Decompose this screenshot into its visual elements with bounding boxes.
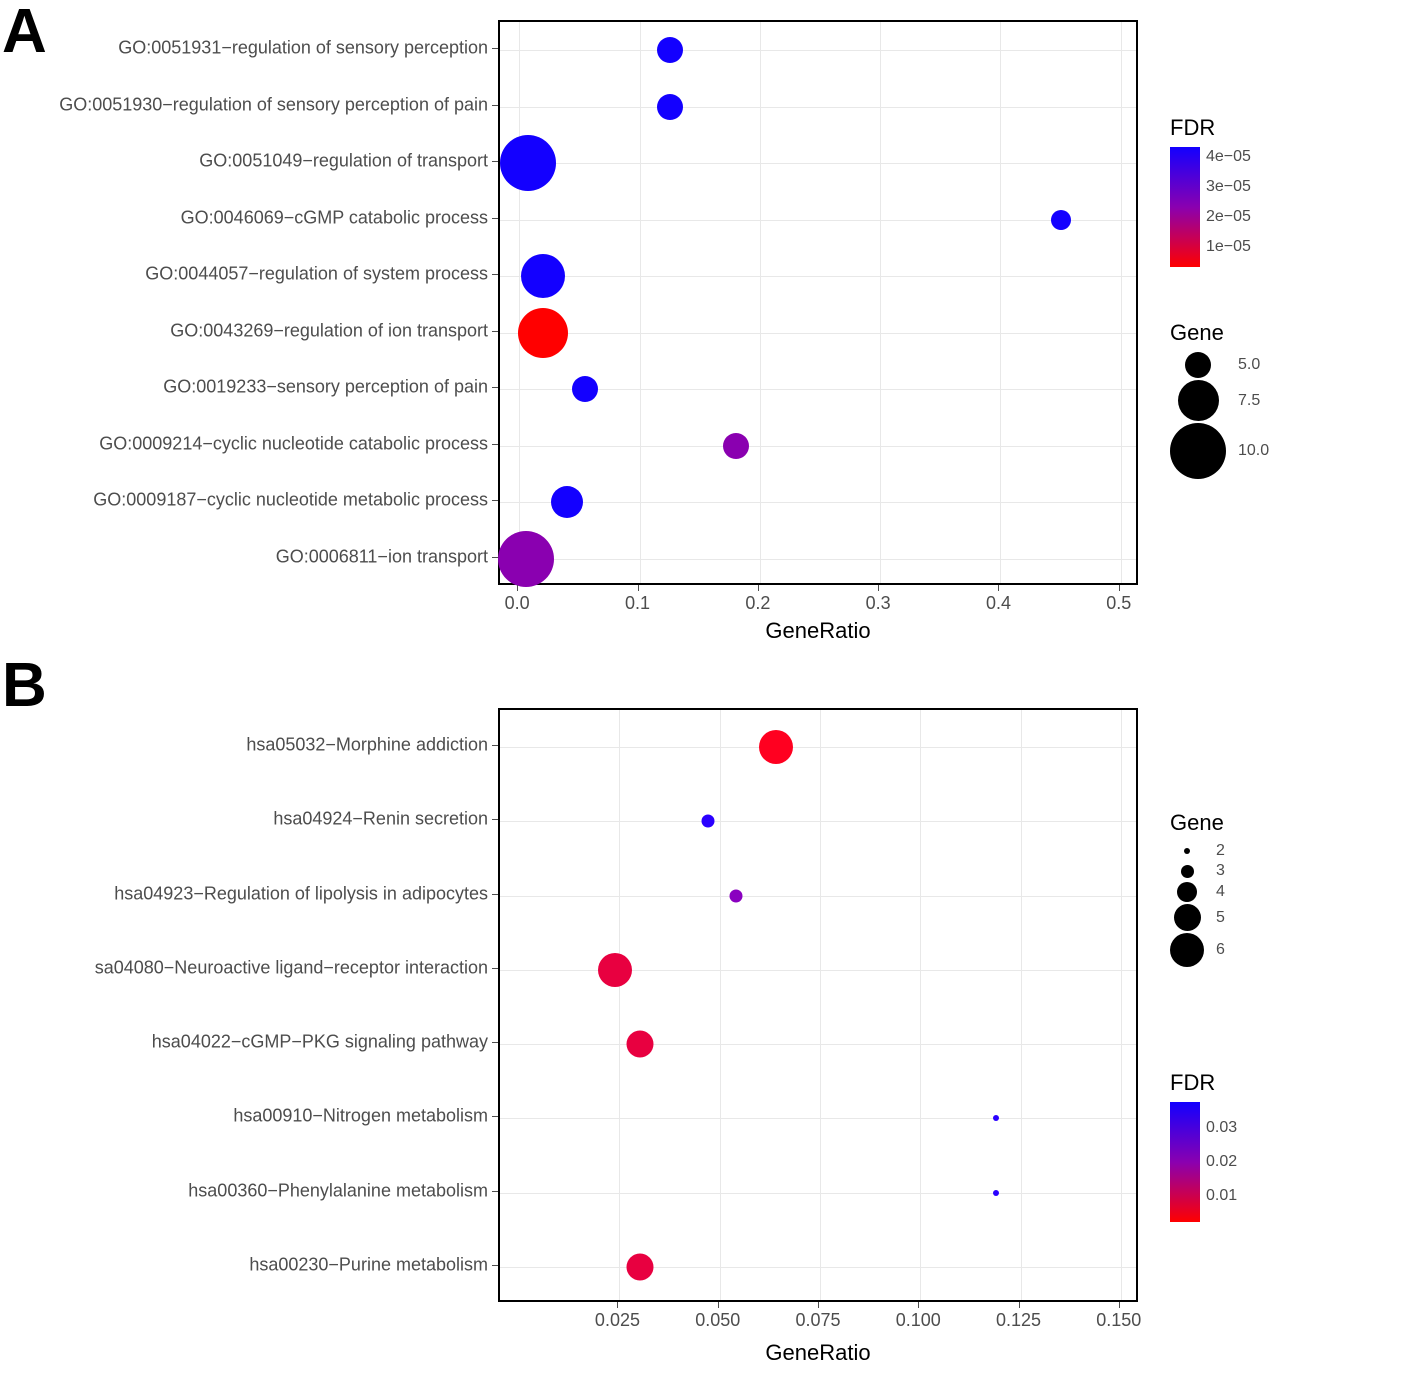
panel-a-fdr-legend: FDR 4e−053e−052e−051e−05: [1170, 115, 1300, 267]
data-point: [521, 254, 565, 298]
ytick-label: GO:0043269−regulation of ion transport: [8, 320, 488, 341]
size-legend-row: 10.0: [1170, 423, 1330, 479]
size-legend-label: 5: [1216, 909, 1225, 927]
data-point: [626, 1253, 653, 1280]
xtick-label: 0.050: [695, 1310, 740, 1331]
ytick-label: GO:0051049−regulation of transport: [8, 151, 488, 172]
xtick-label: 0.075: [795, 1310, 840, 1331]
size-legend-label: 6: [1216, 941, 1225, 959]
size-legend-dot: [1178, 380, 1219, 421]
ytick-label: GO:0051931−regulation of sensory percept…: [8, 38, 488, 59]
fdr-legend-title: FDR: [1170, 115, 1300, 141]
size-legend-dot: [1185, 352, 1211, 378]
colorbar-tick: 4e−05: [1206, 148, 1251, 166]
colorbar-tick: 0.03: [1206, 1119, 1237, 1137]
data-point: [498, 531, 554, 587]
panel-b-fdr-legend: FDR 0.030.020.01: [1170, 1070, 1300, 1222]
size-legend-label: 5.0: [1238, 356, 1260, 374]
gene-legend-title-b: Gene: [1170, 810, 1330, 836]
data-point: [572, 376, 598, 402]
colorbar-tick: 0.02: [1206, 1153, 1237, 1171]
data-point: [626, 1031, 653, 1058]
data-point: [518, 308, 568, 358]
data-point: [500, 135, 556, 191]
xtick-label: 0.5: [1106, 593, 1131, 614]
panel-b-label: B: [2, 650, 47, 721]
ytick-label: hsa00230−Purine metabolism: [8, 1254, 488, 1275]
data-point: [729, 889, 742, 902]
ytick-label: GO:0009214−cyclic nucleotide catabolic p…: [8, 433, 488, 454]
panel-a-xlabel: GeneRatio: [765, 618, 870, 644]
ytick-label: hsa00910−Nitrogen metabolism: [8, 1106, 488, 1127]
data-point: [993, 1115, 999, 1121]
figure: A GeneRatio FDR 4e−053e−052e−051e−05 Gen…: [0, 0, 1417, 1378]
ytick-label: GO:0009187−cyclic nucleotide metabolic p…: [8, 490, 488, 511]
size-legend-row: 5: [1170, 904, 1330, 931]
size-legend-row: 4: [1170, 882, 1330, 902]
ytick-label: hsa04924−Renin secretion: [8, 809, 488, 830]
ytick-label: GO:0046069−cGMP catabolic process: [8, 207, 488, 228]
gene-legend-title: Gene: [1170, 320, 1330, 346]
panel-b: B GeneRatio Gene 23456 FDR 0.030.020.01 …: [0, 660, 1417, 1378]
data-point: [723, 433, 749, 459]
size-legend-row: 6: [1170, 933, 1330, 967]
xtick-label: 0.0: [505, 593, 530, 614]
ytick-label: GO:0019233−sensory perception of pain: [8, 377, 488, 398]
xtick-label: 0.150: [1096, 1310, 1141, 1331]
xtick-label: 0.1: [625, 593, 650, 614]
ytick-label: hsa04022−cGMP−PKG signaling pathway: [8, 1032, 488, 1053]
size-legend-dot: [1174, 904, 1201, 931]
data-point: [657, 37, 683, 63]
fdr-legend-title-b: FDR: [1170, 1070, 1300, 1096]
data-point: [759, 730, 793, 764]
size-legend-dot: [1181, 865, 1194, 878]
size-legend-dot: [1170, 423, 1226, 479]
panel-a: A GeneRatio FDR 4e−053e−052e−051e−05 Gen…: [0, 0, 1417, 660]
colorbar-tick: 2e−05: [1206, 208, 1251, 226]
ytick-label: hsa05032−Morphine addiction: [8, 735, 488, 756]
panel-b-xlabel: GeneRatio: [765, 1340, 870, 1366]
size-legend-row: 2: [1170, 842, 1330, 860]
xtick-label: 0.2: [745, 593, 770, 614]
panel-a-gene-legend: Gene 5.0 7.5 10.0: [1170, 320, 1330, 481]
ytick-label: GO:0006811−ion transport: [8, 546, 488, 567]
size-legend-row: 7.5: [1170, 380, 1330, 421]
data-point: [1051, 210, 1071, 230]
panel-b-plot: [498, 708, 1138, 1302]
data-point: [701, 815, 714, 828]
colorbar-tick: 3e−05: [1206, 178, 1251, 196]
colorbar-tick: 1e−05: [1206, 238, 1251, 256]
size-legend-row: 3: [1170, 862, 1330, 880]
size-legend-dot: [1184, 848, 1190, 854]
data-point: [657, 94, 683, 120]
data-point: [598, 953, 632, 987]
panel-a-colorbar: 4e−053e−052e−051e−05: [1170, 147, 1200, 267]
data-point: [551, 486, 583, 518]
xtick-label: 0.3: [866, 593, 891, 614]
panel-b-colorbar: 0.030.020.01: [1170, 1102, 1200, 1222]
size-legend-label: 3: [1216, 862, 1225, 880]
data-point: [993, 1190, 999, 1196]
size-legend-dot: [1170, 933, 1204, 967]
ytick-label: hsa00360−Phenylalanine metabolism: [8, 1180, 488, 1201]
xtick-label: 0.4: [986, 593, 1011, 614]
ytick-label: sa04080−Neuroactive ligand−receptor inte…: [8, 957, 488, 978]
size-legend-row: 5.0: [1170, 352, 1330, 378]
ytick-label: hsa04923−Regulation of lipolysis in adip…: [8, 883, 488, 904]
size-legend-label: 2: [1216, 842, 1225, 860]
ytick-label: GO:0051930−regulation of sensory percept…: [8, 94, 488, 115]
size-legend-label: 10.0: [1238, 442, 1269, 460]
colorbar-tick: 0.01: [1206, 1187, 1237, 1205]
panel-b-gene-legend: Gene 2 3 4 5 6: [1170, 810, 1330, 969]
xtick-label: 0.100: [896, 1310, 941, 1331]
size-legend-dot: [1177, 882, 1197, 902]
xtick-label: 0.125: [996, 1310, 1041, 1331]
panel-a-plot: [498, 20, 1138, 585]
xtick-label: 0.025: [595, 1310, 640, 1331]
size-legend-label: 4: [1216, 883, 1225, 901]
ytick-label: GO:0044057−regulation of system process: [8, 264, 488, 285]
size-legend-label: 7.5: [1238, 392, 1260, 410]
